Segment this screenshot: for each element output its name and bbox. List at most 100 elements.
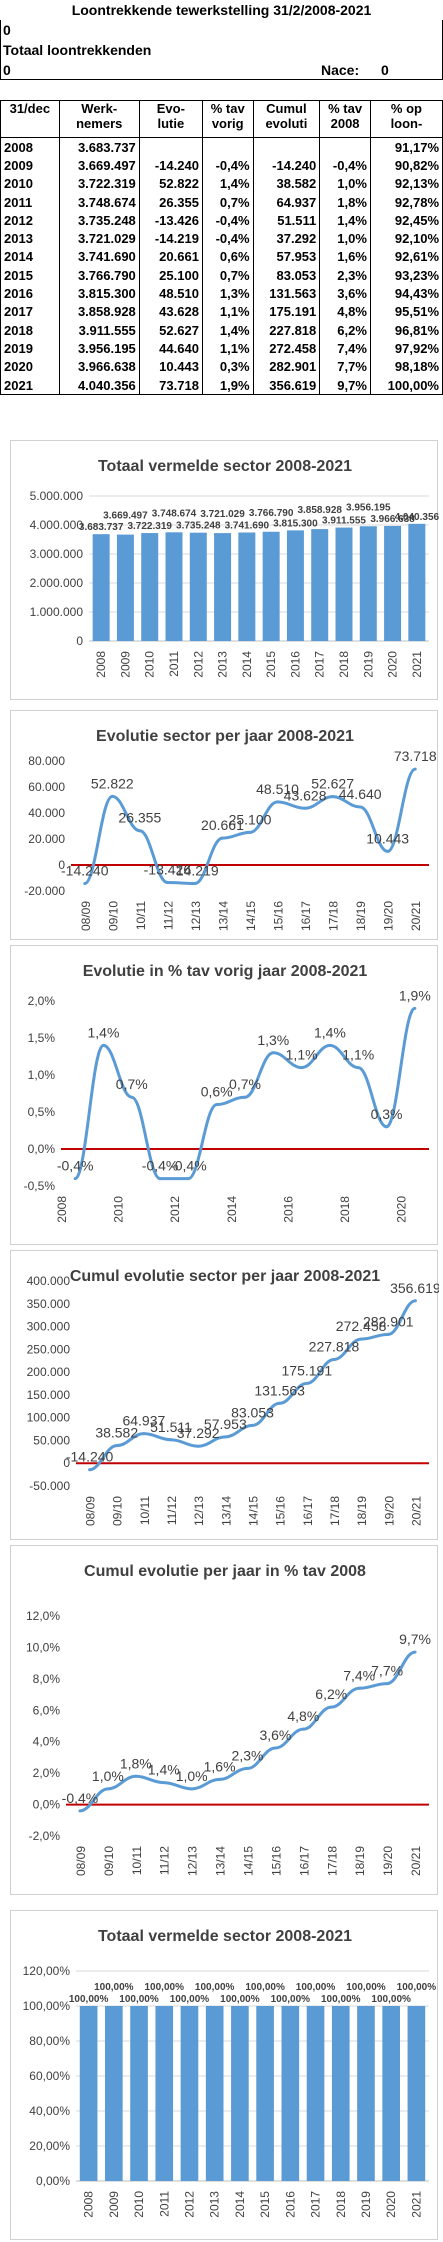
bar [256,2006,274,2181]
x-tick-label: 2016 [283,2191,297,2218]
x-tick-label: 12/13 [189,901,203,931]
data-point [328,1043,332,1047]
data-label: -0,4% [57,1158,94,1174]
table-row: 2010 3.722.319 52.822 1,4% 38.582 1,0% 92,13% [0,174,443,193]
y-tick-label: 150.000 [27,1388,71,1402]
data-point [134,1774,138,1778]
x-tick-label: 2008 [55,1196,69,1223]
data-label: 25.100 [229,811,272,827]
x-tick-label: 2021 [410,651,424,678]
data-label: -13.426 [144,861,192,877]
table-cell: 282.901 [252,357,321,376]
x-tick-label: 2019 [359,2191,373,2218]
table-cell: 92,10% [369,229,443,248]
table-cell: 38.582 [252,174,321,193]
chart-evolution-pct-previous: Evolutie in % tav vorig jaar 2008-2021 -0… [10,945,438,1245]
data-label: 52.627 [311,776,354,792]
y-tick-label: -20.000 [24,884,65,898]
table-cell: 3.956.195 [58,339,140,358]
table-cell: 37.292 [252,229,321,248]
x-tick-label: 2020 [395,1196,409,1223]
data-label: 1,4% [148,1762,180,1778]
data-label: 356.619 [390,1280,439,1296]
data-point [165,880,169,884]
y-tick-label: 100.000 [27,1411,71,1425]
data-label: 100,00% [69,1994,109,2005]
x-tick-label: 11/12 [161,901,175,930]
data-label: 282.901 [363,1313,414,1329]
table-cell: -14.240 [252,156,321,175]
x-tick-label: 15/16 [269,1846,283,1876]
table-cell: 100,00% [369,375,443,396]
table-cell: 26.355 [138,192,203,212]
table-cell: 2008 [0,137,60,157]
data-label: 10.443 [366,830,409,846]
y-tick-label: 8,0% [33,1672,61,1686]
table-row: 2015 3.766.790 25.100 0,7% 83.053 2,3% 93,23% [0,266,443,285]
y-tick-label: 250.000 [27,1342,71,1356]
data-point [215,1103,219,1107]
y-tick-label: 0 [58,858,65,872]
table-cell: 7,4% [319,339,371,358]
x-tick-label: 19/20 [382,1496,396,1526]
table-cell: 52.627 [138,320,203,340]
data-label: 3.911.555 [322,516,366,527]
data-point [220,836,224,840]
header-line-1: 0 [3,22,11,38]
x-tick-label: 09/10 [111,1496,125,1526]
bar [155,2006,174,2181]
data-label: 48.510 [256,781,299,797]
table-cell: 4.040.356 [58,375,140,396]
y-tick-label: 300.000 [27,1320,71,1334]
table-cell: 1,0% [319,174,371,193]
data-label: 44.640 [339,786,382,802]
table-cell: 9,7% [319,375,371,396]
table-row: 2020 3.966.638 10.443 0,3% 282.901 7,7% 98,18% [0,357,443,376]
column-header: 31/dec [0,100,60,138]
table-cell: 2014 [0,247,60,267]
x-tick-label: 09/10 [106,901,120,931]
data-label: 38.582 [95,1425,138,1441]
y-tick-label: 4,0% [33,1735,61,1749]
x-tick-label: 19/20 [382,901,396,931]
table-cell: 3.966.638 [58,357,140,376]
table-cell: 2012 [0,211,60,230]
page-title: Loontrekkende tewerkstelling 31/2/2008-2… [71,2,372,18]
table-cell: 64.937 [252,192,321,212]
y-tick-label: 0,0% [28,1142,56,1156]
bar [180,2006,199,2181]
table-cell: 2010 [0,174,60,193]
table-cell: 3,6% [319,284,371,303]
bar [104,2006,123,2181]
data-point [356,1066,360,1070]
x-tick-label: 2016 [288,651,302,678]
table-cell: 2011 [0,192,60,212]
table-cell [252,137,321,157]
chart-total-sector: Totaal vermelde sector 2008-2021 0 1.000.0… [10,440,439,700]
data-label: 100,00% [245,1982,285,1993]
header-line-3: 0 [3,62,11,78]
x-tick-label: 10/11 [130,1846,144,1875]
table-row: 2017 3.858.928 43.628 1,1% 175.191 4,8% 95,51% [0,302,443,321]
y-tick-label: 200.000 [27,1365,71,1379]
data-point [196,1444,200,1448]
bar [359,526,377,641]
y-tick-label: 120,00% [23,1964,71,1978]
data-point [331,795,335,799]
x-tick-label: 18/19 [353,1846,367,1876]
data-label: 3.683.737 [79,522,124,533]
data-label: 100,00% [371,1994,411,2005]
data-label: 3,6% [259,1727,291,1743]
data-label: 73.718 [394,748,437,764]
table-cell: 51.511 [252,211,321,230]
data-label: 3.722.319 [127,521,172,532]
y-tick-label: 3.000.000 [30,547,84,561]
data-point [101,1043,105,1047]
table-cell: 272.458 [252,339,321,358]
y-tick-label: 2,0% [33,1766,61,1780]
table-cell: 95,51% [369,302,443,321]
data-point [73,1177,77,1181]
x-tick-label: 2018 [334,2191,348,2218]
data-label: 83.053 [231,1404,274,1420]
data-point [305,1381,309,1385]
